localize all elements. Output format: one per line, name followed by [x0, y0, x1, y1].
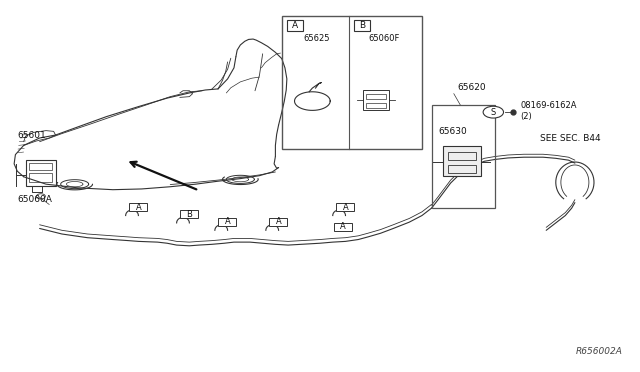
Text: A: A	[136, 202, 141, 212]
Text: 65625: 65625	[303, 34, 330, 43]
Text: B: B	[186, 210, 192, 219]
Bar	[431, 105, 495, 208]
Bar	[334, 223, 352, 231]
Text: A: A	[225, 217, 230, 226]
Text: SEE SEC. B44: SEE SEC. B44	[540, 134, 600, 142]
Text: A: A	[276, 217, 282, 226]
Text: R656002A: R656002A	[576, 347, 623, 356]
Bar	[26, 160, 56, 186]
Bar	[336, 203, 354, 211]
Bar	[129, 203, 147, 211]
Bar	[287, 20, 303, 31]
Text: A: A	[292, 21, 298, 30]
Bar	[448, 152, 476, 160]
Bar	[365, 94, 386, 99]
Text: 65630: 65630	[438, 127, 467, 136]
Bar	[29, 163, 52, 170]
Text: 08169-6162A: 08169-6162A	[521, 101, 577, 110]
Bar	[282, 16, 422, 149]
Text: 65620: 65620	[457, 83, 486, 92]
Bar	[363, 90, 388, 110]
Bar	[443, 146, 481, 176]
Bar	[29, 173, 52, 182]
Text: 65601: 65601	[17, 131, 46, 140]
Bar	[365, 103, 386, 109]
Text: A: A	[340, 222, 346, 231]
Text: S: S	[491, 108, 496, 117]
Bar	[354, 20, 370, 31]
Text: 65060A: 65060A	[17, 195, 52, 205]
Text: (2): (2)	[521, 112, 532, 121]
Text: 65060F: 65060F	[369, 34, 400, 43]
Bar	[269, 218, 287, 226]
Bar	[180, 211, 198, 218]
Circle shape	[483, 106, 504, 118]
Bar	[218, 218, 236, 226]
Text: B: B	[359, 21, 365, 30]
Text: A: A	[342, 202, 348, 212]
Bar	[448, 164, 476, 173]
